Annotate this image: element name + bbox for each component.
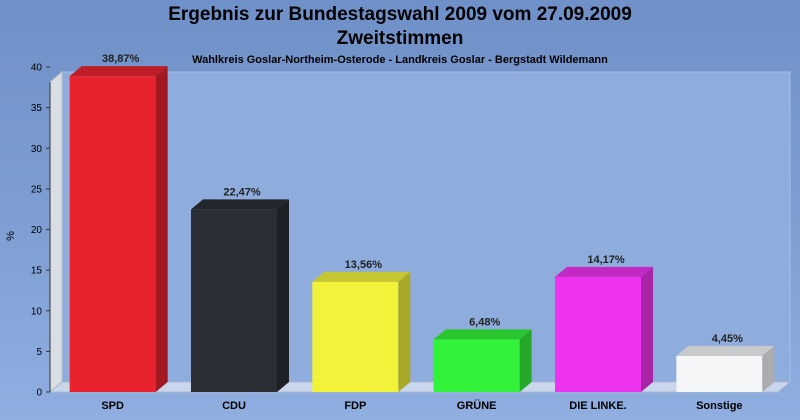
bar-side: [519, 329, 532, 392]
x-tick-label: CDU: [222, 400, 246, 412]
bar-top: [191, 199, 289, 210]
data-label: 14,17%: [587, 254, 625, 266]
bar-front: [555, 276, 641, 392]
back-wall: [61, 71, 791, 383]
x-tick-label: FDP: [344, 400, 366, 412]
bar-side: [277, 199, 289, 392]
bar-front: [433, 339, 520, 392]
bar-front: [69, 76, 156, 393]
chart-subtitle: Wahlkreis Goslar-Northeim-Osterode - Lan…: [192, 54, 608, 66]
bar-top: [676, 345, 775, 356]
bar-sonstige: [676, 345, 775, 392]
y-axis: 0 5 10 15 20 25 30 35 40: [31, 63, 51, 399]
data-label: 6,48%: [469, 316, 500, 328]
bar-top: [69, 66, 168, 77]
side-wall: [49, 70, 63, 394]
bar-fdp: [312, 271, 411, 392]
y-tick-label: 20: [31, 225, 43, 236]
bar-side: [398, 271, 411, 392]
x-tick-label: Sonstige: [696, 400, 742, 412]
bar-cdu: [191, 199, 289, 392]
data-label: 38,87%: [102, 53, 140, 65]
data-label: 13,56%: [345, 259, 383, 271]
x-tick-label: DIE LINKE.: [569, 400, 626, 412]
bar-front: [191, 209, 277, 392]
x-axis: SPD CDU FDP GRÜNE DIE LINKE. Sonstige: [101, 399, 742, 412]
y-tick-label: 5: [36, 347, 42, 358]
data-label: 22,47%: [223, 186, 261, 198]
bar-front: [312, 281, 399, 392]
y-tick-label: 0: [36, 388, 42, 399]
y-tick-label: 35: [31, 103, 43, 114]
y-tick-label: 10: [31, 306, 43, 317]
y-tick-label: 25: [31, 184, 43, 195]
chart-title: Ergebnis zur Bundestagswahl 2009 vom 27.…: [168, 4, 632, 25]
bar-spd: [69, 66, 168, 393]
x-tick-label: SPD: [101, 400, 124, 412]
bar-side: [641, 266, 653, 392]
bar-top: [555, 266, 653, 277]
data-label: 4,45%: [712, 333, 743, 345]
bar-side: [155, 66, 168, 393]
bar-die-linke-: [555, 266, 653, 392]
y-tick-label: 40: [31, 63, 43, 74]
bar-gr-ne: [433, 329, 532, 392]
bar-side: [762, 345, 775, 392]
chart-subtitle-main: Zweitstimmen: [336, 28, 464, 49]
bar-front: [676, 355, 763, 392]
bar-top: [433, 329, 532, 340]
y-tick-label: 30: [31, 144, 43, 155]
bar-top: [312, 271, 411, 282]
bars: 38,87% 22,47% 13,56% 6,48% 14,17% 4,45%: [69, 53, 775, 393]
y-tick-label: 15: [31, 266, 43, 277]
x-tick-label: GRÜNE: [457, 399, 497, 412]
y-axis-label: %: [5, 231, 17, 241]
